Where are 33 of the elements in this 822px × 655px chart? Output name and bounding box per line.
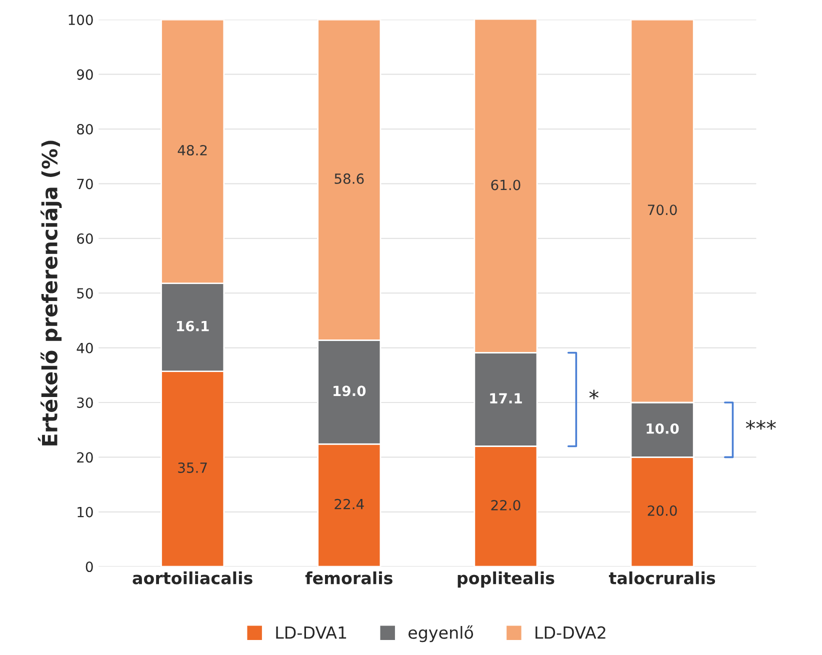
y-tick-label: 40 (76, 342, 93, 354)
legend-label: LD-DVA2 (536, 626, 606, 639)
annotation: *** (746, 420, 776, 430)
data-label: 70.0 (648, 204, 677, 216)
x-tick-label: poplitealis (458, 571, 554, 588)
y-tick-label: 70 (77, 178, 93, 190)
y-tick-label: 50 (77, 288, 93, 299)
data-label: 10.0 (646, 423, 679, 434)
data-label: 19.0 (334, 386, 366, 396)
y-tick-label: 90 (76, 69, 93, 80)
x-tick-label: femoralis (305, 571, 392, 584)
y-tick-label: 20 (77, 452, 93, 463)
data-label: 58.6 (334, 173, 364, 184)
y-tick-label: 100 (68, 14, 93, 26)
legend-label: egyenlő (408, 625, 474, 642)
y-tick-label: 0 (86, 562, 93, 572)
data-label: 22.0 (491, 500, 520, 510)
legend-label: LD-DVA1 (276, 626, 346, 639)
data-label: 16.1 (177, 320, 209, 332)
y-tick-label: 80 (77, 124, 93, 135)
y-tick-label: 60 (77, 233, 93, 244)
data-label: 20.0 (648, 505, 677, 516)
x-tick-label: talocruralis (608, 571, 716, 584)
x-tick-label: aortoiliacalis (132, 571, 252, 584)
data-label: 61.0 (491, 180, 520, 190)
data-label: 48.2 (178, 144, 207, 156)
y-tick-label: 30 (77, 397, 93, 408)
annotation: * (589, 390, 599, 400)
y-axis-title: Értékelő preferenciája (%) (38, 140, 62, 446)
data-label: 22.4 (334, 498, 364, 510)
data-label: 35.7 (178, 462, 207, 473)
data-label: 17.1 (490, 393, 522, 404)
y-tick-label: 10 (78, 506, 93, 518)
